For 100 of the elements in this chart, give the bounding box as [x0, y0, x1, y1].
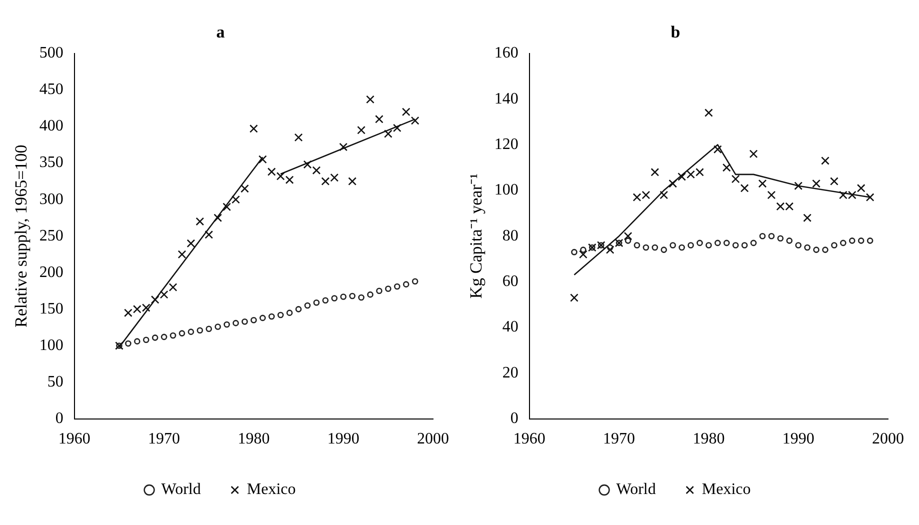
point	[803, 214, 812, 222]
point	[178, 330, 186, 336]
y-tick-label: 20	[502, 364, 518, 382]
point	[642, 190, 650, 200]
point	[704, 108, 713, 117]
point	[294, 133, 303, 142]
y-axis-title: Relative supply, 1965=100	[12, 144, 31, 328]
point	[813, 246, 820, 253]
point	[349, 292, 356, 300]
point	[848, 190, 856, 200]
point	[660, 246, 668, 253]
point	[340, 294, 346, 300]
legend-label: Mexico	[702, 481, 751, 498]
point	[196, 217, 204, 226]
point	[232, 320, 239, 326]
point	[776, 202, 785, 211]
point	[214, 324, 221, 330]
point	[866, 238, 874, 244]
point	[678, 244, 685, 251]
point	[740, 184, 749, 192]
point	[722, 163, 731, 172]
point	[385, 286, 392, 292]
point	[160, 290, 168, 299]
point	[606, 246, 614, 254]
point	[838, 190, 848, 200]
point	[124, 308, 132, 318]
point	[188, 328, 194, 335]
point	[276, 172, 285, 180]
point	[303, 160, 312, 169]
point	[258, 155, 267, 164]
point	[624, 232, 632, 240]
x-tick-label: 1990	[327, 430, 360, 448]
point	[732, 242, 739, 248]
point	[650, 168, 660, 176]
point	[804, 244, 810, 251]
point	[178, 250, 186, 259]
point	[402, 281, 410, 288]
point	[831, 242, 838, 248]
point	[686, 170, 695, 179]
point	[410, 116, 420, 125]
point	[285, 176, 294, 184]
point	[652, 244, 658, 251]
point	[392, 124, 402, 132]
point	[394, 283, 400, 290]
y-tick-label: 0	[510, 410, 518, 428]
point	[706, 242, 712, 248]
point	[634, 242, 640, 248]
x-tick-label: 1970	[603, 430, 636, 448]
point	[570, 294, 578, 302]
point	[186, 239, 196, 248]
point	[206, 326, 212, 332]
point	[142, 304, 150, 312]
point	[125, 340, 132, 347]
point	[749, 150, 758, 158]
point	[214, 214, 222, 222]
point	[795, 242, 802, 248]
point	[785, 202, 794, 211]
point	[830, 177, 838, 186]
point	[242, 318, 248, 325]
point	[741, 242, 748, 248]
point	[267, 168, 276, 176]
point	[624, 238, 632, 244]
point	[240, 184, 249, 193]
x-tick-label: 2000	[872, 430, 904, 448]
y-tick-label: 350	[39, 154, 64, 172]
point	[767, 190, 776, 200]
y-tick-label: 250	[39, 227, 64, 244]
point	[358, 294, 364, 301]
point	[856, 184, 866, 192]
y-tick-label: 120	[494, 136, 518, 153]
point	[758, 179, 767, 188]
chart-title: b	[670, 22, 680, 42]
x-tick-label: 1970	[148, 430, 180, 448]
point	[670, 242, 676, 248]
legend-label: World	[616, 481, 656, 498]
point	[412, 278, 418, 285]
y-tick-label: 150	[39, 300, 64, 318]
point	[260, 314, 266, 322]
y-tick-label: 400	[39, 118, 64, 135]
point	[821, 156, 830, 165]
legend-label: Mexico	[246, 481, 296, 498]
point	[250, 316, 257, 324]
point	[713, 145, 722, 154]
x-tick-label: 1960	[58, 430, 90, 448]
legend-label: World	[161, 481, 201, 498]
point	[794, 182, 803, 190]
point	[348, 177, 356, 186]
y-axis-title: Kg Capita⁻¹ year⁻¹	[466, 174, 486, 299]
point	[632, 193, 642, 202]
point	[322, 297, 329, 304]
point	[848, 238, 856, 244]
point	[642, 244, 650, 251]
point	[339, 142, 348, 152]
y-tick-label: 100	[39, 336, 64, 354]
point	[714, 240, 721, 246]
point	[688, 242, 694, 248]
point	[376, 288, 382, 294]
point	[168, 283, 178, 292]
point	[312, 166, 321, 175]
point	[330, 173, 339, 182]
